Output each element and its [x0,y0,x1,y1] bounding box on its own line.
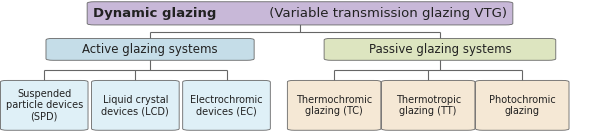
Text: Electrochromic
devices (EC): Electrochromic devices (EC) [190,95,263,116]
Text: Suspended
particle devices
(SPD): Suspended particle devices (SPD) [5,89,83,122]
Text: Dynamic glazing: Dynamic glazing [93,7,217,20]
Text: Liquid crystal
devices (LCD): Liquid crystal devices (LCD) [101,95,169,116]
Text: Photochromic
glazing: Photochromic glazing [489,95,556,116]
FancyBboxPatch shape [1,80,88,130]
FancyBboxPatch shape [46,38,254,60]
Text: Active glazing systems: Active glazing systems [82,43,218,56]
FancyBboxPatch shape [182,80,271,130]
FancyBboxPatch shape [287,80,381,130]
Text: Thermochromic
glazing (TC): Thermochromic glazing (TC) [296,95,372,116]
FancyBboxPatch shape [324,38,556,60]
FancyBboxPatch shape [382,80,475,130]
FancyBboxPatch shape [476,80,569,130]
Text: Thermotropic
glazing (TT): Thermotropic glazing (TT) [395,95,461,116]
FancyBboxPatch shape [87,2,513,25]
Text: Passive glazing systems: Passive glazing systems [368,43,511,56]
Text: (Variable transmission glazing VTG): (Variable transmission glazing VTG) [265,7,507,20]
FancyBboxPatch shape [92,80,179,130]
